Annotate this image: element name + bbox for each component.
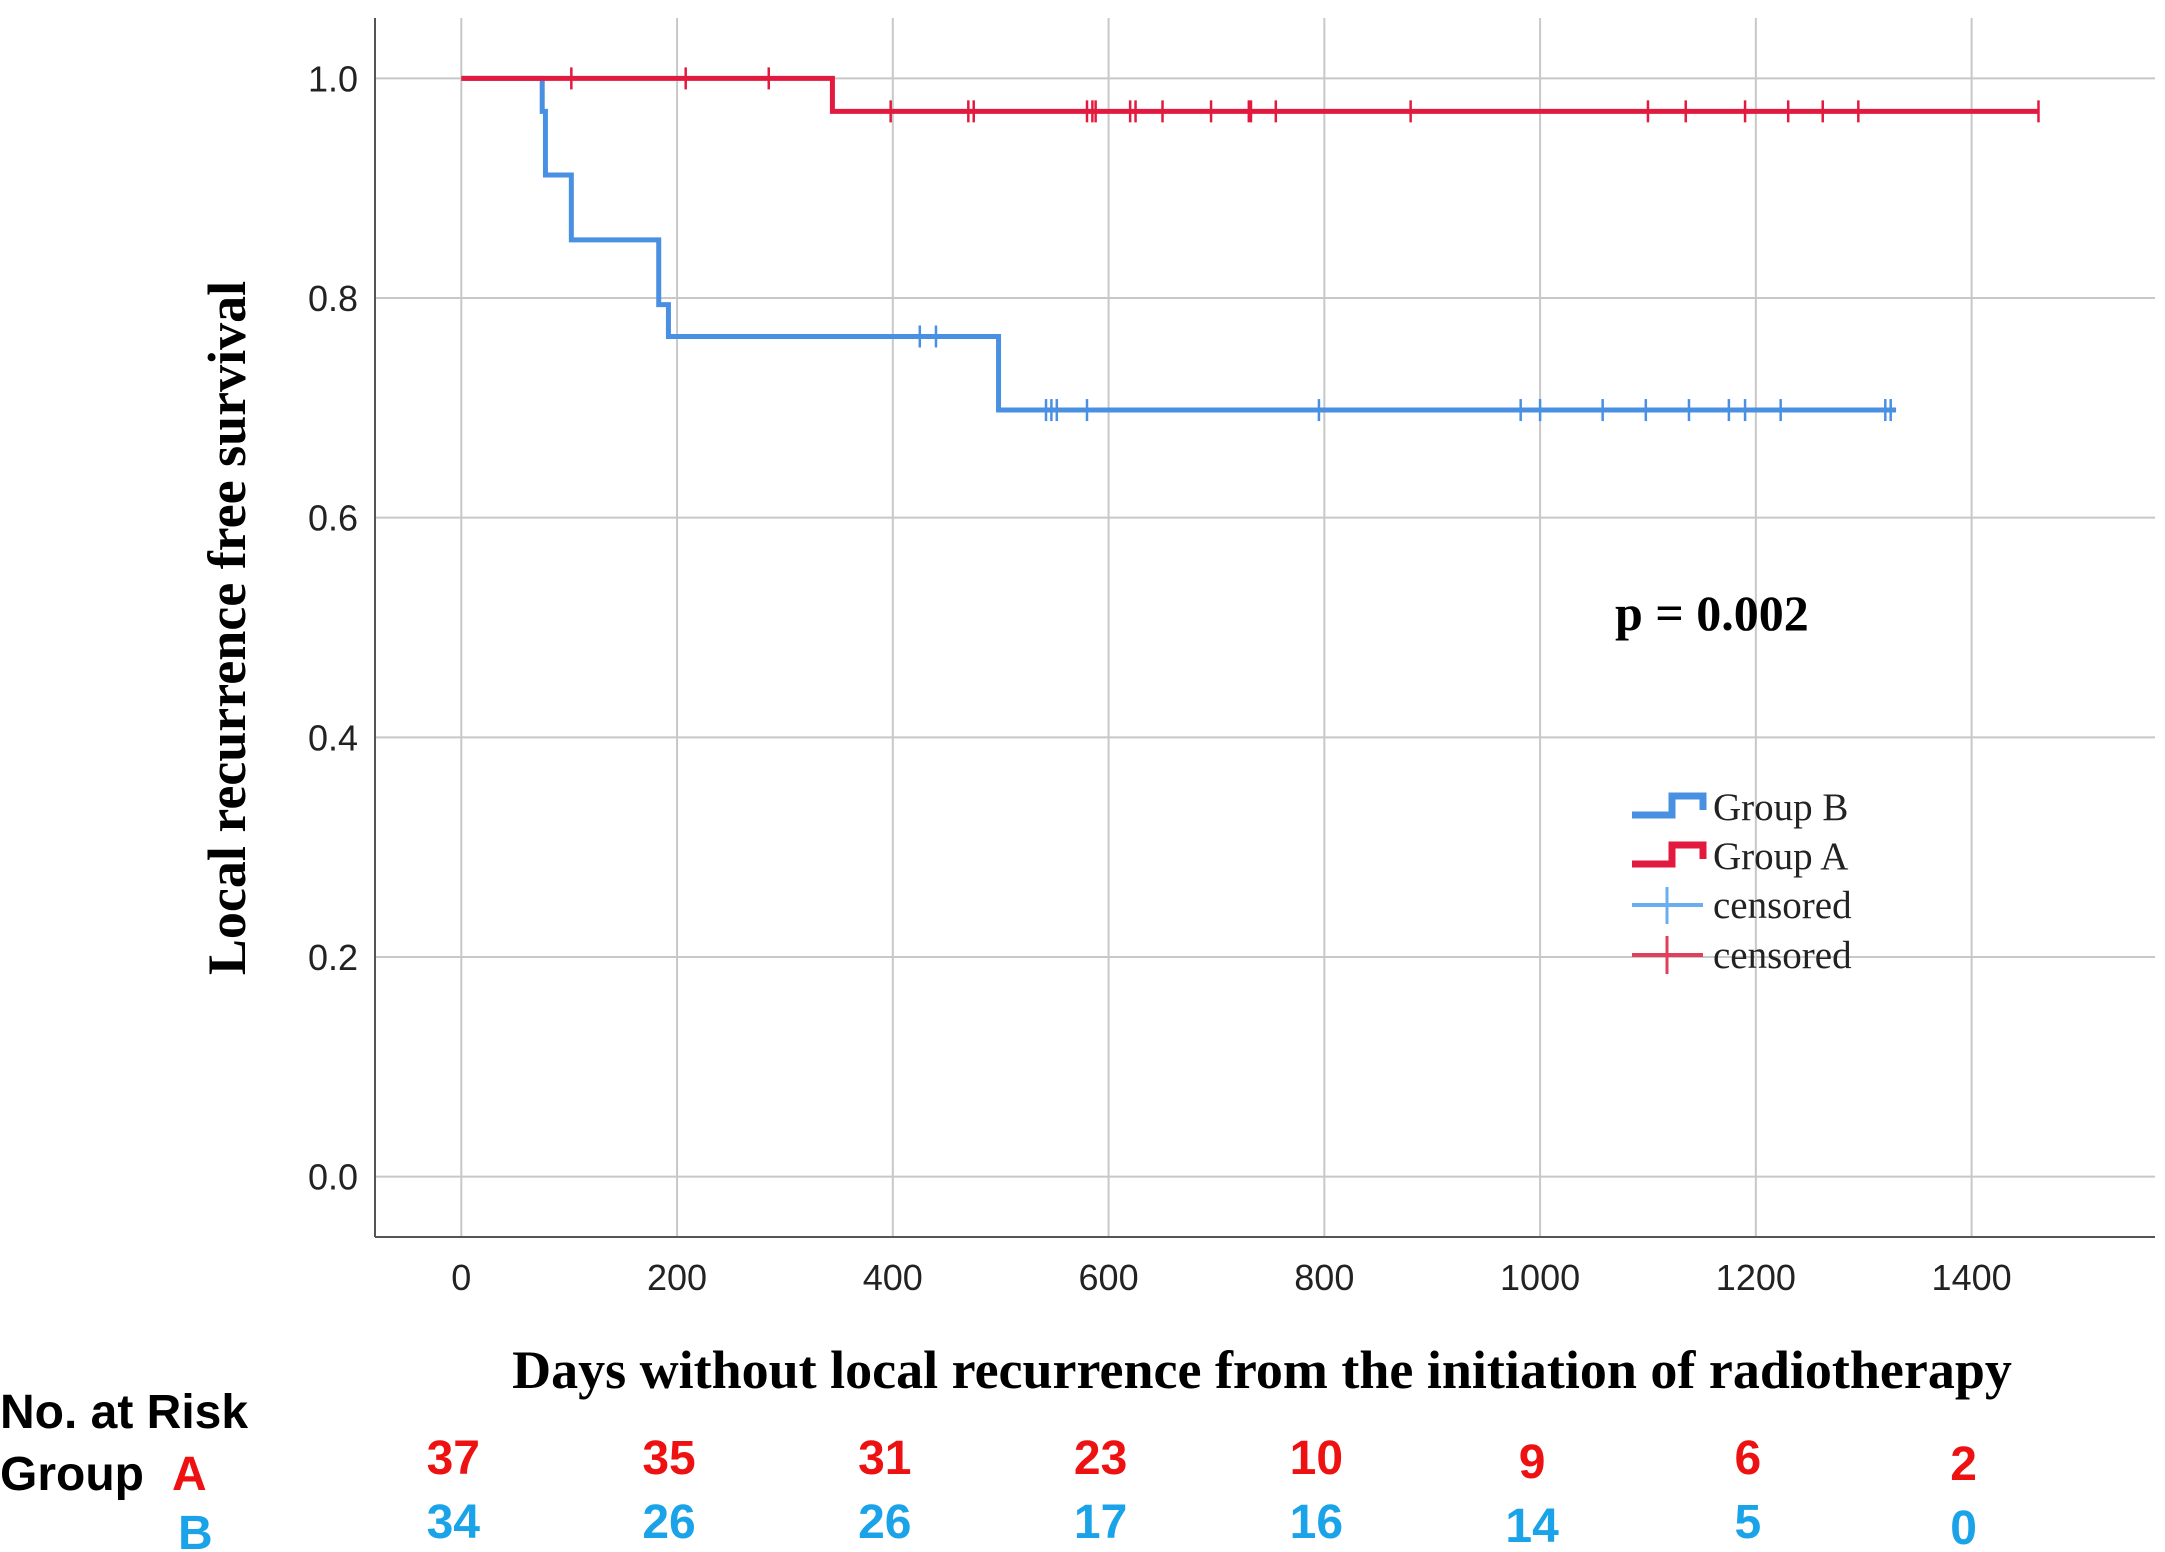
- x-tick-labels: 0 200 400 600 800 1000 1200 1400: [451, 1257, 2011, 1298]
- p-value-annotation: p = 0.002: [1615, 585, 1809, 641]
- risk-value-group-b: 14: [1505, 1500, 1559, 1552]
- x-tick-label: 800: [1294, 1257, 1354, 1298]
- x-tick-label: 1200: [1716, 1257, 1796, 1298]
- risk-value-group-a: 31: [858, 1432, 911, 1485]
- risk-table: No. at Risk Group A B 37 35 31 23 10 9 6 2 34 26 2…: [0, 1386, 1977, 1552]
- risk-group-a-label: A: [172, 1448, 207, 1501]
- risk-value-group-b: 17: [1074, 1496, 1127, 1549]
- x-tick-label: 0: [451, 1257, 471, 1298]
- risk-value-group-a: 10: [1290, 1432, 1343, 1485]
- x-tick-label: 200: [647, 1257, 707, 1298]
- group-b-curve: [461, 75, 1897, 413]
- legend-group-a-label: Group A: [1713, 835, 1848, 878]
- y-tick-labels: 0.0 0.2 0.4 0.6 0.8 1.0: [308, 58, 358, 1197]
- x-tick-label: 400: [863, 1257, 923, 1298]
- risk-group-a-prefix: Group: [0, 1448, 144, 1501]
- grid-layer: [375, 18, 2155, 1237]
- x-tick-label: 1400: [1932, 1257, 2012, 1298]
- series-layer: [461, 67, 2040, 422]
- x-axis-label: Days without local recurrence from the i…: [512, 1340, 2012, 1400]
- risk-value-group-b: 26: [642, 1496, 695, 1549]
- risk-value-group-b: 26: [858, 1496, 911, 1549]
- risk-value-group-a: 6: [1734, 1432, 1761, 1485]
- y-tick-label: 0.8: [308, 278, 358, 319]
- risk-value-group-b: 16: [1290, 1496, 1343, 1549]
- risk-group-b-label: B: [178, 1507, 213, 1552]
- legend-group-a-line: [1632, 841, 1707, 868]
- risk-value-group-b: 5: [1734, 1496, 1761, 1549]
- legend-censored-a-label: censored: [1713, 934, 1852, 977]
- risk-table-heading: No. at Risk: [0, 1386, 248, 1439]
- risk-value-group-a: 35: [642, 1432, 695, 1485]
- legend: Group B Group A censored censored: [1632, 786, 1852, 977]
- y-tick-label: 0.4: [308, 717, 358, 758]
- risk-value-group-a: 37: [427, 1432, 480, 1485]
- y-tick-label: 0.2: [308, 937, 358, 978]
- y-tick-label: 0.6: [308, 498, 358, 539]
- risk-value-group-b: 34: [427, 1496, 481, 1549]
- risk-value-group-a: 9: [1519, 1436, 1546, 1489]
- y-tick-label: 0.0: [308, 1157, 358, 1198]
- risk-value-group-a: 2: [1950, 1438, 1977, 1491]
- risk-values: 37 35 31 23 10 9 6 2 34 26 26 17 16 14 5 0: [427, 1432, 1977, 1552]
- legend-censored-b-label: censored: [1713, 884, 1852, 927]
- x-tick-label: 600: [1079, 1257, 1139, 1298]
- group-a-curve: [461, 75, 2039, 114]
- y-axis-label: Local recurrence free survival: [197, 281, 257, 975]
- legend-group-b-line: [1632, 792, 1707, 819]
- risk-value-group-a: 23: [1074, 1432, 1127, 1485]
- y-tick-label: 1.0: [308, 58, 358, 99]
- axis-layer: [374, 18, 2155, 1238]
- x-tick-label: 1000: [1500, 1257, 1580, 1298]
- legend-group-b-label: Group B: [1713, 786, 1848, 829]
- risk-value-group-b: 0: [1950, 1502, 1977, 1552]
